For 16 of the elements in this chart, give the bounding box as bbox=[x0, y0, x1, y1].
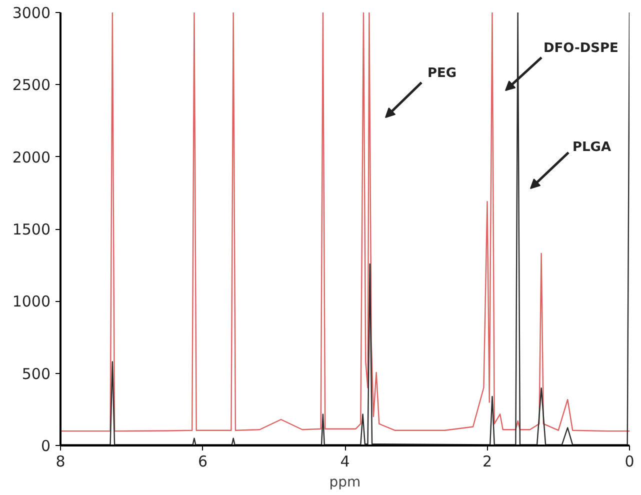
x-tick-label: 0 bbox=[624, 452, 634, 470]
annotation: PEG bbox=[428, 66, 457, 81]
y-tick-label: 1000 bbox=[12, 292, 51, 311]
y-tick-label: 0 bbox=[40, 437, 51, 455]
y-tick-label: 3000 bbox=[12, 4, 51, 22]
y-tick-label: 2500 bbox=[12, 76, 51, 94]
y-tick-label: 2000 bbox=[12, 148, 51, 166]
annotation: PLGA bbox=[572, 140, 612, 155]
x-axis-title: ppm bbox=[329, 474, 361, 490]
x-tick-label: 8 bbox=[56, 452, 66, 470]
x-tick-label: 6 bbox=[198, 452, 208, 470]
x-tick-label: 4 bbox=[340, 452, 350, 470]
x-tick-label: 2 bbox=[482, 452, 492, 470]
annotation: DFO-DSPE bbox=[544, 41, 618, 56]
y-tick-label: 500 bbox=[22, 364, 51, 383]
y-tick-label: 1500 bbox=[12, 220, 51, 238]
